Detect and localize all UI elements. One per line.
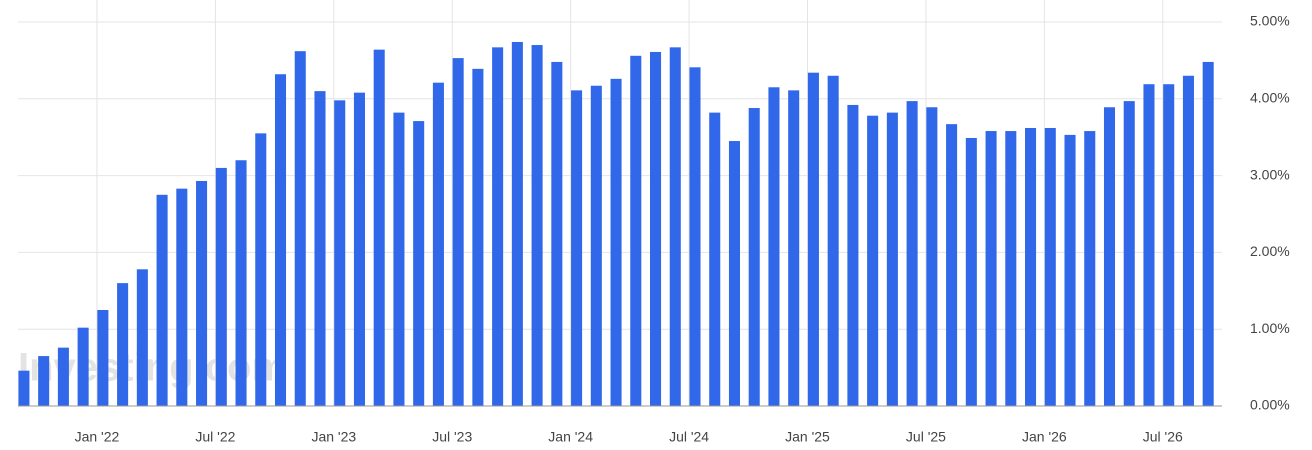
bar — [650, 51, 662, 407]
bar — [1084, 131, 1096, 406]
bar — [18, 370, 30, 406]
bar — [176, 188, 188, 406]
bar — [610, 78, 622, 406]
bar — [669, 47, 681, 407]
bar — [215, 167, 227, 406]
bar — [413, 121, 425, 407]
bar — [748, 108, 760, 407]
y-tick-label: 5.00% — [1250, 13, 1290, 29]
bar — [1025, 127, 1037, 406]
bar — [136, 269, 148, 406]
bar — [709, 112, 721, 407]
bar — [492, 47, 504, 407]
bar — [807, 72, 819, 407]
bar — [630, 55, 642, 407]
bar — [1202, 61, 1214, 406]
bar — [117, 283, 129, 406]
bar — [472, 68, 484, 407]
bar — [432, 82, 444, 406]
bar — [235, 160, 247, 406]
bar — [393, 112, 405, 407]
bar — [156, 194, 168, 406]
bar — [57, 347, 69, 406]
y-tick-label: 3.00% — [1250, 166, 1290, 182]
bar — [353, 92, 365, 406]
bar — [571, 90, 583, 407]
y-tick-label: 2.00% — [1250, 243, 1290, 259]
y-tick-label: 0.00% — [1250, 397, 1290, 413]
bar — [965, 137, 977, 406]
x-tick-label: Jan '23 — [311, 429, 356, 445]
bar — [590, 85, 602, 406]
bar — [314, 91, 326, 407]
x-tick-label: Jul '22 — [195, 429, 235, 445]
bar — [1044, 127, 1056, 406]
bar — [1005, 131, 1017, 406]
x-tick-label: Jul '23 — [432, 429, 472, 445]
x-tick-label: Jan '26 — [1022, 429, 1067, 445]
x-tick-label: Jan '22 — [75, 429, 120, 445]
x-tick-label: Jan '24 — [548, 429, 593, 445]
bar — [867, 115, 879, 407]
bar — [77, 327, 89, 406]
bar — [1123, 101, 1135, 406]
bar — [728, 141, 741, 407]
bar — [334, 100, 346, 406]
x-tick-label: Jul '26 — [1143, 429, 1183, 445]
bar — [768, 87, 780, 406]
bar — [906, 101, 918, 406]
x-tick-label: Jan '25 — [785, 429, 830, 445]
bar — [1182, 75, 1194, 406]
bar — [788, 90, 800, 407]
bar — [452, 58, 464, 406]
bar — [294, 51, 306, 407]
bar — [827, 75, 839, 406]
bar — [531, 45, 543, 406]
bar — [511, 41, 523, 407]
bar — [946, 124, 958, 407]
bar — [689, 67, 701, 406]
bar — [847, 104, 859, 406]
bar — [255, 133, 267, 407]
bar — [373, 49, 385, 406]
y-tick-label: 4.00% — [1250, 90, 1290, 106]
bar — [1064, 134, 1076, 406]
bar — [196, 180, 208, 406]
bar — [1163, 84, 1175, 406]
bar — [551, 61, 563, 406]
x-tick-label: Jul '25 — [906, 429, 946, 445]
bar — [274, 74, 287, 406]
bar — [97, 310, 109, 406]
bar — [886, 112, 898, 407]
bar — [1143, 84, 1155, 406]
bar — [926, 107, 938, 407]
bar — [38, 356, 50, 406]
bar — [1103, 107, 1116, 407]
bar — [985, 131, 997, 406]
x-tick-label: Jul '24 — [669, 429, 709, 445]
y-tick-label: 1.00% — [1250, 320, 1290, 336]
